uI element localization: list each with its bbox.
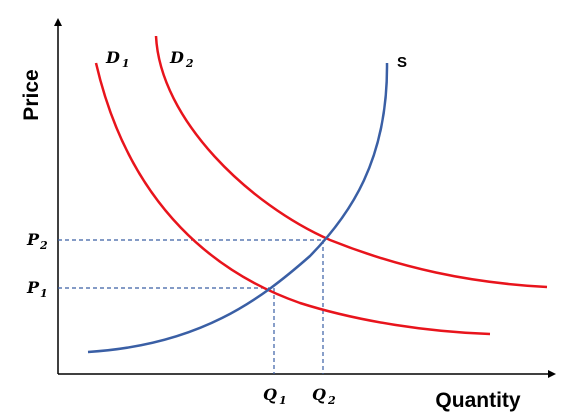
supply-curve — [87, 62, 389, 354]
supply-label: S — [397, 54, 407, 71]
p1-label-letter: P — [26, 278, 40, 297]
q1-label-sub: 1 — [279, 394, 287, 407]
q2-label-letter: Q — [312, 385, 326, 404]
p2-label-letter: P — [26, 230, 40, 249]
p2-label: P2 — [26, 230, 48, 252]
p1-label-sub: 1 — [40, 287, 48, 300]
y-axis-title: Price — [20, 69, 43, 120]
q2-label-sub: 2 — [327, 394, 336, 407]
x-axis-title: Quantity — [435, 389, 520, 412]
demand-curve-d1 — [94, 62, 491, 336]
d1-label-letter: D — [105, 48, 120, 67]
q1-label-letter: Q — [263, 385, 277, 404]
d2-label-letter: D — [169, 48, 184, 67]
p2-label-sub: 2 — [39, 239, 48, 252]
d1-label-sub: 1 — [122, 57, 130, 70]
p1-label: P1 — [26, 278, 48, 300]
demand-curve-d2 — [154, 35, 548, 289]
d2-label-sub: 2 — [185, 57, 194, 70]
